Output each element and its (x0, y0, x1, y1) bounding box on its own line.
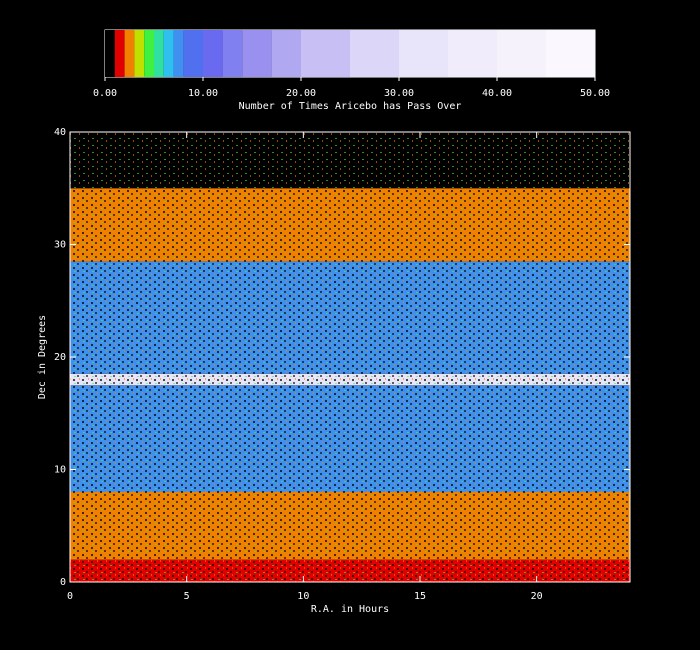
colorbar-tick-label: 30.00 (384, 88, 414, 99)
y-tick-label: 10 (54, 465, 66, 476)
colorbar-tick-label: 50.00 (580, 88, 610, 99)
heatmap-texture (70, 559, 630, 582)
heatmap-texture (70, 492, 630, 560)
x-tick-label: 10 (297, 591, 309, 602)
colorbar-cell (163, 30, 174, 77)
colorbar-cell (546, 30, 595, 77)
x-tick-label: 15 (414, 591, 426, 602)
heatmap-texture (70, 373, 630, 386)
colorbar-tick-label: 20.00 (286, 88, 316, 99)
x-tick-label: 0 (67, 591, 73, 602)
colorbar-cell (114, 30, 125, 77)
colorbar-cell (242, 30, 272, 77)
y-tick-label: 30 (54, 240, 66, 251)
colorbar-cell (134, 30, 145, 77)
colorbar-cell (350, 30, 399, 77)
colorbar-cell (497, 30, 546, 77)
colorbar-cell (222, 30, 243, 77)
colorbar-tick-label: 10.00 (188, 88, 218, 99)
heatmap-texture (70, 188, 630, 262)
colorbar-tick-label: 0.00 (93, 88, 117, 99)
x-tick-label: 20 (531, 591, 543, 602)
y-tick-label: 0 (60, 577, 66, 588)
colorbar-cell (124, 30, 135, 77)
heatmap-texture (70, 261, 630, 374)
heatmap-texture (70, 132, 630, 189)
colorbar-cell (144, 30, 154, 77)
colorbar-cell (399, 30, 448, 77)
colorbar-cell (203, 30, 223, 77)
heatmap-texture (70, 385, 630, 492)
y-axis-label: Dec in Degrees (37, 315, 48, 399)
y-tick-label: 20 (54, 352, 66, 363)
colorbar-cell (271, 30, 301, 77)
x-tick-label: 5 (184, 591, 190, 602)
colorbar-cell (154, 30, 164, 77)
colorbar-cell (183, 30, 203, 77)
colorbar-tick-label: 40.00 (482, 88, 512, 99)
colorbar-label: Number of Times Aricebo has Pass Over (239, 101, 462, 112)
colorbar-cell (173, 30, 184, 77)
x-axis-label: R.A. in Hours (311, 604, 389, 615)
colorbar-cell (448, 30, 497, 77)
colorbar-cell (105, 30, 115, 77)
y-tick-label: 40 (54, 127, 66, 138)
colorbar-cell (301, 30, 350, 77)
